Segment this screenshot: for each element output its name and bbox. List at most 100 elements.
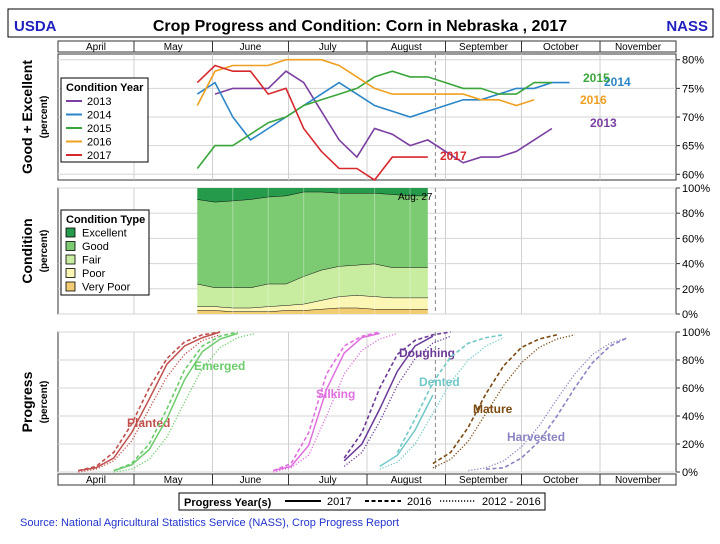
condition-annotation-date: Aug. 27	[398, 192, 433, 203]
condition-type-legend-title: Condition Type	[66, 214, 145, 226]
good-excellent-tick-label: 70%	[682, 112, 704, 124]
top-month-axis-month-label: October	[543, 42, 579, 53]
top-month-axis-month-label: September	[459, 42, 509, 53]
stage-label-mature: Mature	[473, 402, 513, 416]
good-excellent-ylabel: Good + Excellent	[19, 60, 35, 174]
progress-line-dented-2016	[396, 334, 504, 453]
nass-logo: NASS	[666, 18, 708, 35]
condition-panel: 0% 20% 40% 60% 80% 100% Condition (percent) Aug.…	[19, 183, 710, 321]
good-excellent-panel: 60% 65% 70% 75% 80% Good + Excellent (percent)…	[19, 53, 704, 182]
bottom-month-axis-month-label: October	[543, 475, 579, 486]
legend-swatch-excellent	[65, 227, 76, 238]
legend-swatch-very-poor	[65, 281, 76, 292]
progress-line-mature-2016	[432, 334, 558, 465]
progress-tick-label: 80%	[682, 355, 704, 367]
progress-tick-label: 0%	[682, 467, 698, 479]
top-month-axis-month-label: April	[86, 42, 106, 53]
progress-tick-label: 100%	[682, 327, 710, 339]
bottom-month-axis-month-label: April	[86, 475, 106, 486]
title-bar-frame	[7, 8, 714, 38]
legend-label-2017: 2017	[87, 150, 111, 162]
series-end-label-2013: 2013	[590, 116, 617, 130]
chart-title: Crop Progress and Condition: Corn in Neb…	[153, 18, 567, 35]
legend-swatch-poor	[65, 268, 76, 278]
stage-label-harvested: Harvested	[507, 430, 565, 444]
progress-legend-label: 2017	[327, 496, 351, 508]
progress-panel: 0% 20% 40% 60% 80% 100% Progress (percent) Plant…	[19, 327, 710, 479]
legend-label-excellent: Excellent	[82, 228, 127, 240]
progress-legend: Progress Year(s) 2017 2016 2012 - 2016	[178, 492, 546, 511]
progress-line-emerged-2016	[113, 331, 238, 472]
stage-label-silking: Silking	[316, 387, 355, 401]
source-note: Source: National Agricultural Statistics…	[20, 517, 399, 529]
progress-legend-label: 2012 - 2016	[482, 496, 541, 508]
progress-line-harvested-avg	[468, 336, 629, 472]
legend-label-fair: Fair	[82, 255, 101, 267]
progress-line-planted-2016	[78, 331, 221, 472]
progress-line-silking-2016	[273, 331, 380, 472]
bottom-month-axis-month-label: June	[240, 475, 262, 486]
legend-label-2015: 2015	[87, 123, 111, 135]
condition-area-fair	[197, 263, 428, 308]
bottom-month-axis-month-label: May	[164, 475, 183, 486]
legend-label-2013: 2013	[87, 96, 111, 108]
condition-ylabel-sub: (percent)	[39, 230, 50, 273]
stage-label-emerged: Emerged	[194, 359, 245, 373]
series-end-label-2016: 2016	[580, 93, 607, 107]
title-bar: USDA Crop Progress and Condition: Corn i…	[7, 8, 714, 38]
condition-tick-label: 20%	[682, 284, 704, 296]
progress-tick-label: 40%	[682, 411, 704, 423]
usda-logo: USDA	[14, 18, 57, 35]
bottom-month-axis-month-label: November	[615, 475, 662, 486]
progress-line-dented-2017	[379, 394, 434, 468]
condition-ylabel: Condition	[19, 218, 35, 283]
progress-legend-title: Progress Year(s)	[184, 497, 272, 509]
series-end-label-2014: 2014	[604, 75, 631, 89]
bottom-month-axis-month-label: September	[459, 475, 509, 486]
top-month-axis-month-label: August	[391, 42, 422, 53]
progress-ylabel: Progress	[19, 371, 35, 432]
series-end-label-2017: 2017	[440, 149, 467, 163]
progress-line-mature-avg	[432, 334, 575, 469]
condition-tick-label: 0%	[682, 309, 698, 321]
legend-label-2016: 2016	[87, 137, 111, 149]
good-excellent-tick-label: 65%	[682, 141, 704, 153]
progress-line-harvested-2016	[485, 336, 629, 470]
series-end-label-2015: 2015	[583, 71, 610, 85]
legend-swatch-fair	[65, 254, 76, 265]
legend-label-2014: 2014	[87, 110, 111, 122]
condition-tick-label: 60%	[682, 233, 704, 245]
month-axes: April May June July August September October No…	[57, 40, 677, 486]
top-month-axis-month-label: June	[240, 42, 262, 53]
progress-line-silking-avg	[273, 332, 398, 473]
progress-line-planted-avg	[78, 334, 221, 473]
legend-label-good: Good	[82, 241, 109, 253]
good-excellent-tick-label: 60%	[682, 169, 704, 181]
condition-type-legend-frame	[60, 209, 150, 296]
progress-legend-label: 2016	[407, 496, 431, 508]
condition-year-legend-title: Condition Year	[66, 82, 144, 94]
progress-line-doughing-avg	[343, 335, 451, 467]
progress-tick-label: 20%	[682, 439, 704, 451]
progress-line-emerged-2017	[113, 332, 239, 472]
condition-tick-label: 100%	[682, 183, 710, 195]
legend-label-poor: Poor	[82, 268, 106, 280]
condition-area-good	[197, 191, 428, 288]
series-line-2017	[196, 64, 428, 182]
progress-line-planted-2017	[78, 331, 221, 472]
progress-line-emerged-avg	[113, 332, 256, 473]
condition-year-legend-frame	[60, 77, 149, 163]
series-line-2013	[214, 70, 553, 164]
bottom-month-axis-month-label: August	[391, 475, 422, 486]
condition-area-excellent	[197, 188, 428, 202]
progress-line-dented-avg	[379, 337, 505, 470]
condition-tick-label: 80%	[682, 208, 704, 220]
progress-ylabel-sub: (percent)	[39, 381, 50, 424]
good-excellent-ylabel-sub: (percent)	[39, 96, 50, 139]
stage-label-dented: Dented	[419, 375, 460, 389]
condition-area-very-poor	[197, 307, 428, 314]
series-line-2015	[196, 70, 552, 169]
